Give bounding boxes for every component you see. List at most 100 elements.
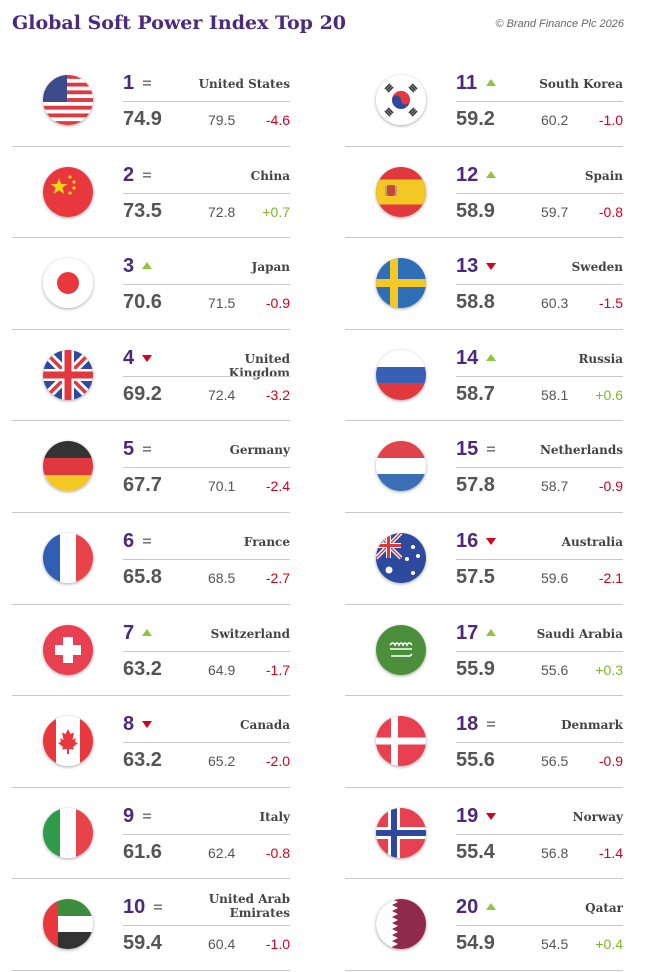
entry-divider <box>123 101 290 102</box>
trend-up-icon <box>484 168 498 182</box>
entry-divider <box>456 742 623 744</box>
trend-down-icon <box>140 351 154 365</box>
rank-number: 20 <box>456 896 479 919</box>
ranking-entry-1: 1 United States 74.9 79.5 -4.6 <box>12 55 290 147</box>
ranking-entry-11: 11 South Korea 59.2 60.2 -1.0 <box>345 55 623 147</box>
flag-china-icon <box>43 166 93 217</box>
score-change: +0.6 <box>595 386 623 403</box>
entry-divider <box>456 558 623 560</box>
trend-down-icon <box>484 259 498 273</box>
current-score: 55.9 <box>456 657 495 680</box>
entry-divider <box>456 650 623 652</box>
header: Global Soft Power Index Top 20 © Brand F… <box>12 10 624 42</box>
rank-number: 17 <box>456 621 479 644</box>
trend-same-icon <box>140 809 154 823</box>
trend-down-icon <box>484 809 498 823</box>
flag-switzerland-icon <box>43 624 93 675</box>
ranking-entry-12: 12 Spain 58.9 59.7 -0.8 <box>345 147 623 239</box>
current-score: 67.7 <box>123 474 162 497</box>
trend-same-icon <box>484 717 498 731</box>
score-change: -1.5 <box>598 295 623 312</box>
previous-score: 56.5 <box>541 753 569 770</box>
previous-score: 79.5 <box>208 112 236 128</box>
current-score: 57.8 <box>456 474 495 497</box>
previous-score: 65.2 <box>208 753 236 770</box>
score-change: -2.4 <box>265 478 290 495</box>
current-score: 59.2 <box>456 108 495 130</box>
score-change: -0.8 <box>598 203 623 220</box>
entry-divider <box>123 925 290 927</box>
rank-number: 7 <box>123 621 135 644</box>
rank-number: 11 <box>456 72 478 94</box>
rank-number: 10 <box>123 896 146 919</box>
page-title: Global Soft Power Index Top 20 <box>12 12 347 34</box>
ranking-column-left: 1 United States 74.9 79.5 -4.6 2 China 7… <box>12 55 290 971</box>
entry-divider <box>456 467 623 469</box>
rank-number: 15 <box>456 438 479 461</box>
previous-score: 72.4 <box>208 386 236 403</box>
country-name: Italy <box>259 809 290 824</box>
ranking-column-right: 11 South Korea 59.2 60.2 -1.0 12 Spain 5… <box>345 55 623 971</box>
current-score: 61.6 <box>123 840 162 863</box>
current-score: 58.8 <box>456 291 495 314</box>
flag-spain-icon <box>376 166 426 217</box>
previous-score: 56.8 <box>541 844 569 861</box>
country-name: United States <box>198 77 290 91</box>
ranking-entry-9: 9 Italy 61.6 62.4 -0.8 <box>12 788 290 880</box>
entry-divider <box>456 284 623 286</box>
previous-score: 60.4 <box>208 936 236 953</box>
rank-number: 16 <box>456 529 479 552</box>
ranking-entry-8: 8 Canada 63.2 65.2 -2.0 <box>12 696 290 788</box>
trend-same-icon <box>140 442 154 456</box>
score-change: -0.9 <box>265 295 290 312</box>
rank-number: 18 <box>456 713 479 736</box>
previous-score: 58.1 <box>541 386 569 403</box>
flag-australia-icon <box>376 532 426 583</box>
trend-same-icon <box>140 168 154 182</box>
score-change: -1.0 <box>598 112 623 128</box>
country-name: Switzerland <box>210 626 290 641</box>
country-name: China <box>250 168 290 183</box>
ranking-entry-4: 4 United Kingdom 69.2 72.4 -3.2 <box>12 330 290 422</box>
entry-divider <box>123 742 290 744</box>
current-score: 69.2 <box>123 382 162 405</box>
current-score: 73.5 <box>123 199 162 222</box>
flag-canada-icon <box>43 716 93 767</box>
current-score: 65.8 <box>123 565 162 588</box>
ranking-entry-7: 7 Switzerland 63.2 64.9 -1.7 <box>12 605 290 697</box>
rank-number: 4 <box>123 346 135 369</box>
score-change: -4.6 <box>265 112 290 128</box>
rank-number: 9 <box>123 804 135 827</box>
country-name: United Arab Emirates <box>208 892 290 921</box>
country-name: South Korea <box>539 77 623 91</box>
score-change: +0.7 <box>262 203 290 220</box>
entry-divider <box>123 558 290 560</box>
flag-japan-icon <box>43 258 93 309</box>
copyright-notice: © Brand Finance Plc 2026 <box>495 18 624 30</box>
country-name: Sweden <box>571 260 623 275</box>
entry-divider <box>456 833 623 835</box>
ranking-entry-15: 15 Netherlands 57.8 58.7 -0.9 <box>345 421 623 513</box>
flag-netherlands-icon <box>376 441 426 492</box>
entry-divider <box>123 375 290 377</box>
previous-score: 62.4 <box>208 844 236 861</box>
trend-down-icon <box>484 534 498 548</box>
current-score: 70.6 <box>123 291 162 314</box>
current-score: 55.4 <box>456 840 495 863</box>
current-score: 63.2 <box>123 657 162 680</box>
country-name: Japan <box>251 260 290 275</box>
trend-same-icon <box>151 900 165 914</box>
score-change: -1.0 <box>265 936 290 953</box>
country-name: Canada <box>240 718 290 733</box>
current-score: 58.9 <box>456 199 495 222</box>
entry-divider <box>123 284 290 286</box>
rank-number: 5 <box>123 438 135 461</box>
score-change: +0.3 <box>595 661 623 678</box>
ranking-entry-13: 13 Sweden 58.8 60.3 -1.5 <box>345 238 623 330</box>
current-score: 55.6 <box>456 749 495 772</box>
trend-same-icon <box>140 76 154 90</box>
entry-divider <box>456 925 623 927</box>
previous-score: 71.5 <box>208 295 236 312</box>
previous-score: 68.5 <box>208 569 236 586</box>
flag-qatar-icon <box>376 899 426 950</box>
